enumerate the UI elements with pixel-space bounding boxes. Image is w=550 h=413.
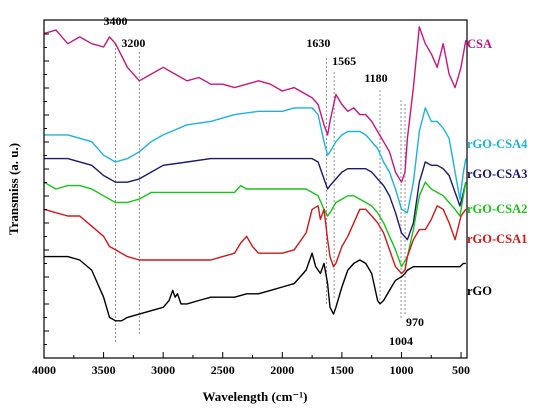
x-tick-label: 2000: [270, 363, 294, 377]
x-tick-label: 3000: [151, 363, 175, 377]
y-axis-label: Transmiss (a. u.): [6, 143, 21, 235]
peak-label-3200: 3200: [121, 36, 145, 50]
x-tick-label: 2500: [211, 363, 235, 377]
peak-label-1180: 1180: [364, 71, 387, 85]
x-axis-ticks: 4000 3500 3000 2500 2000 1500 1000 500: [32, 352, 470, 377]
plot-frame: [43, 19, 468, 359]
x-axis-label: Wavelength (cm⁻¹): [203, 389, 308, 404]
series-labels: CSA rGO-CSA4 rGO-CSA3 rGO-CSA2 rGO-CSA1 rGO: [467, 37, 528, 298]
series-label-rgo-csa4: rGO-CSA4: [467, 137, 528, 151]
peak-label-3400: 3400: [103, 14, 127, 28]
peak-label-1004: 1004: [389, 334, 413, 348]
x-tick-label: 500: [452, 363, 470, 377]
series-label-rgo-csa2: rGO-CSA2: [467, 202, 527, 216]
series-line-rgo-csa2: [43, 181, 467, 268]
reference-lines: [115, 44, 406, 342]
series-label-rgo: rGO: [467, 284, 492, 298]
spectrum-curves: [43, 26, 467, 322]
peak-label-1630: 1630: [306, 36, 330, 50]
peak-label-1565: 1565: [332, 54, 356, 68]
series-line-csa: [43, 26, 467, 183]
peak-label-970: 970: [406, 315, 424, 329]
x-tick-label: 1500: [330, 363, 354, 377]
y-axis-ticks: [44, 33, 49, 345]
series-line-rgo-csa4: [44, 107, 467, 214]
x-tick-label: 3500: [92, 363, 116, 377]
x-tick-label: 1000: [389, 363, 413, 377]
series-label-rgo-csa3: rGO-CSA3: [467, 167, 527, 181]
series-label-csa: CSA: [467, 37, 492, 51]
x-tick-label: 4000: [32, 363, 56, 377]
series-line-rgo-csa1: [43, 205, 467, 275]
series-line-rgo-csa3: [44, 157, 467, 241]
series-line-rgo: [44, 252, 466, 322]
series-label-rgo-csa1: rGO-CSA1: [467, 232, 527, 246]
